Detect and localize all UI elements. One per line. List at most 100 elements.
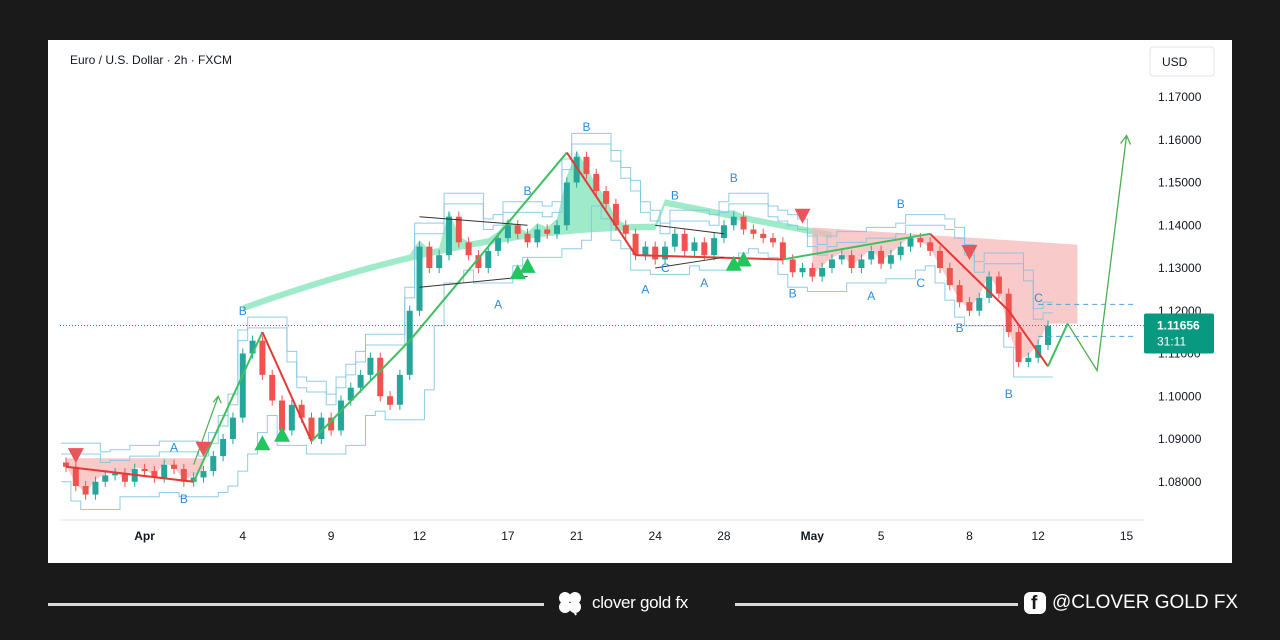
candle-body <box>141 468 148 472</box>
candle-body <box>504 225 511 239</box>
candle-body <box>406 310 413 375</box>
candle-body <box>72 466 79 487</box>
candle-body <box>210 456 217 472</box>
candle-body <box>239 353 246 418</box>
x-tick-label: Apr <box>134 529 155 543</box>
wave-label: C <box>1034 291 1043 305</box>
pattern-line <box>419 216 528 226</box>
candle-body <box>730 216 737 226</box>
facebook-icon: f <box>1024 592 1046 614</box>
candle-body <box>927 242 934 251</box>
wave-label: B <box>956 321 964 335</box>
candle-body <box>249 340 256 354</box>
wave-segment <box>1047 323 1069 367</box>
candle-body <box>269 374 276 401</box>
x-tick-label: 17 <box>501 529 515 543</box>
candle-body <box>63 462 69 467</box>
wave-label: B <box>671 188 679 202</box>
candle-body <box>318 417 325 439</box>
y-tick-label: 1.08000 <box>1158 475 1202 489</box>
candle-body <box>396 374 403 405</box>
bearish-fill-area-early <box>66 458 204 493</box>
candle-body <box>878 250 885 264</box>
candle-body <box>544 229 551 234</box>
candle-body <box>603 191 610 204</box>
candle-body <box>573 156 580 183</box>
candle-body <box>465 242 472 256</box>
wave-segment <box>65 465 194 483</box>
pattern-line <box>655 256 725 269</box>
y-tick-label: 1.09000 <box>1158 432 1202 446</box>
candle-body <box>1015 332 1022 363</box>
wave-label: C <box>661 261 670 275</box>
wave-segment <box>408 151 568 342</box>
wave-segment <box>635 254 783 261</box>
candle-body <box>436 255 443 268</box>
chart-title: Euro / U.S. Dollar · 2h · FXCM <box>70 53 232 67</box>
wave-label: A <box>170 441 178 455</box>
channel-band-1 <box>61 132 1053 453</box>
y-tick-label: 1.14000 <box>1158 218 1202 232</box>
candle-body <box>180 468 187 482</box>
candle-body <box>701 242 708 256</box>
candle-body <box>337 400 344 431</box>
wave-segment <box>192 331 264 483</box>
wave-label: B <box>1005 387 1013 401</box>
channel-band-0 <box>61 143 1053 464</box>
candle-body <box>799 268 806 273</box>
candle-body <box>426 246 433 268</box>
social-handle[interactable]: f @CLOVER GOLD FX <box>1024 588 1238 618</box>
candle-body <box>583 156 590 174</box>
candle-body <box>593 173 600 192</box>
candle-body <box>445 216 452 256</box>
candle-body <box>308 417 315 439</box>
candle-body <box>612 203 619 226</box>
forecast-path <box>1067 135 1128 373</box>
footer-rule-right <box>735 603 1018 606</box>
buy-signal-marker <box>519 257 536 273</box>
indicator-channel-layer <box>61 132 1053 511</box>
footer: clover gold fx f @CLOVER GOLD FX <box>0 572 1280 632</box>
candle-body <box>328 417 335 431</box>
wave-label: B <box>582 120 590 134</box>
candle-body <box>976 297 983 311</box>
candle-body <box>691 242 698 251</box>
up-arrow-annotation <box>193 395 222 465</box>
candle-body <box>671 233 678 247</box>
buy-signal-marker <box>725 255 742 271</box>
candle-body <box>662 246 669 260</box>
candle-body <box>485 250 492 268</box>
candle-body <box>986 276 993 298</box>
wave-segment <box>261 331 313 442</box>
candle-body <box>956 285 963 303</box>
sell-signal-marker <box>794 208 811 224</box>
candle-body <box>711 238 718 256</box>
candle-body <box>809 268 816 277</box>
wave-segment <box>1007 310 1049 367</box>
y-tick-label: 1.15000 <box>1158 176 1202 190</box>
pattern-line <box>655 224 725 235</box>
candle-body <box>554 225 560 234</box>
candle-body <box>220 439 227 457</box>
candle-body <box>259 340 266 375</box>
candle-body <box>632 233 639 256</box>
pattern-line <box>419 276 528 288</box>
wave-label: A <box>494 297 502 311</box>
wave-segment <box>929 233 1010 312</box>
candle-body <box>357 374 364 388</box>
clover-icon <box>559 592 581 616</box>
candle-body <box>848 255 855 268</box>
wave-label: C <box>916 276 925 290</box>
candle-body <box>347 387 354 401</box>
candle-body <box>720 225 727 239</box>
candle-body <box>367 357 374 375</box>
currency-button[interactable]: USD <box>1149 46 1215 77</box>
buy-signal-marker <box>274 426 291 442</box>
candle-body <box>200 471 207 478</box>
y-tick-label: 1.17000 <box>1158 90 1202 104</box>
buy-signal-marker <box>735 251 752 267</box>
candle-body <box>151 471 158 478</box>
x-tick-label: 24 <box>649 529 663 543</box>
